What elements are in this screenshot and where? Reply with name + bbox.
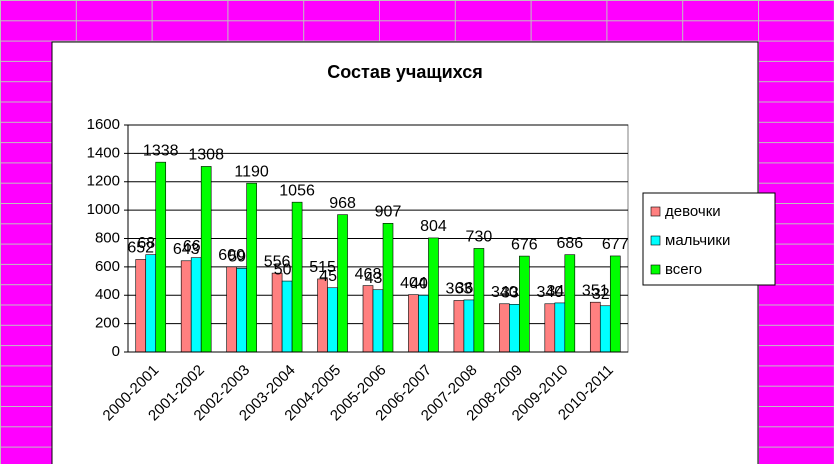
y-tick-label: 600 <box>95 258 120 275</box>
bar <box>337 214 348 353</box>
value-label: 968 <box>329 195 356 212</box>
y-tick-label: 800 <box>95 229 120 246</box>
value-label: 730 <box>466 229 493 246</box>
bar <box>246 182 257 353</box>
bar <box>519 255 530 353</box>
value-label: 1338 <box>143 142 179 159</box>
value-label: 556 <box>264 253 291 270</box>
legend-label: мальчики <box>665 232 730 249</box>
value-label: 643 <box>173 241 200 258</box>
value-label: 652 <box>127 240 154 257</box>
bar <box>499 303 510 353</box>
value-label: 1308 <box>188 147 224 164</box>
value-label: 351 <box>582 282 609 299</box>
bar <box>271 272 283 353</box>
bar <box>291 201 303 353</box>
bar <box>145 254 157 353</box>
bar <box>327 287 338 353</box>
bar <box>135 259 147 353</box>
y-tick-label: 400 <box>95 286 120 303</box>
bar <box>190 257 202 353</box>
value-label: 907 <box>375 204 402 221</box>
bar <box>180 260 192 353</box>
legend-swatch <box>650 206 661 217</box>
bar <box>609 255 621 353</box>
bar <box>544 303 556 353</box>
bar <box>554 302 566 353</box>
bar <box>589 301 601 353</box>
value-label: 1056 <box>279 182 315 199</box>
bar <box>200 166 212 353</box>
legend <box>642 192 776 286</box>
value-label: 363 <box>446 281 473 298</box>
bar <box>226 266 237 353</box>
legend-label: девочки <box>665 203 721 220</box>
legend-swatch <box>650 235 661 246</box>
legend-swatch <box>650 264 661 275</box>
bar <box>281 280 293 353</box>
value-label: 340 <box>491 284 518 301</box>
value-label: 404 <box>400 275 427 292</box>
bar <box>463 299 475 353</box>
bar <box>382 223 394 353</box>
bar <box>509 304 520 353</box>
value-label: 340 <box>536 284 563 301</box>
bar <box>564 254 576 353</box>
y-tick-label: 200 <box>95 315 120 332</box>
bar <box>236 267 247 353</box>
bar <box>428 237 439 353</box>
bar <box>372 289 384 353</box>
value-label: 686 <box>556 235 583 252</box>
bar <box>408 294 419 353</box>
y-tick-label: 0 <box>112 343 120 360</box>
value-label: 515 <box>309 259 336 276</box>
value-label: 1190 <box>234 163 269 180</box>
value-label: 600 <box>218 247 245 264</box>
y-tick-label: 1000 <box>87 201 120 218</box>
y-tick-label: 1600 <box>87 116 120 133</box>
bar <box>453 300 465 353</box>
value-label: 468 <box>355 266 382 283</box>
bar <box>418 294 429 353</box>
bar <box>599 305 611 353</box>
bar <box>362 285 374 353</box>
bar <box>317 278 328 353</box>
value-label: 804 <box>420 218 447 235</box>
legend-label: всего <box>665 261 702 278</box>
bar <box>473 248 485 353</box>
bar <box>155 161 167 353</box>
value-label: 677 <box>602 236 629 253</box>
value-label: 676 <box>511 236 538 253</box>
y-tick-label: 1200 <box>87 173 120 190</box>
y-tick-label: 1400 <box>87 144 120 161</box>
chart-title: Состав учащихся <box>327 62 482 82</box>
